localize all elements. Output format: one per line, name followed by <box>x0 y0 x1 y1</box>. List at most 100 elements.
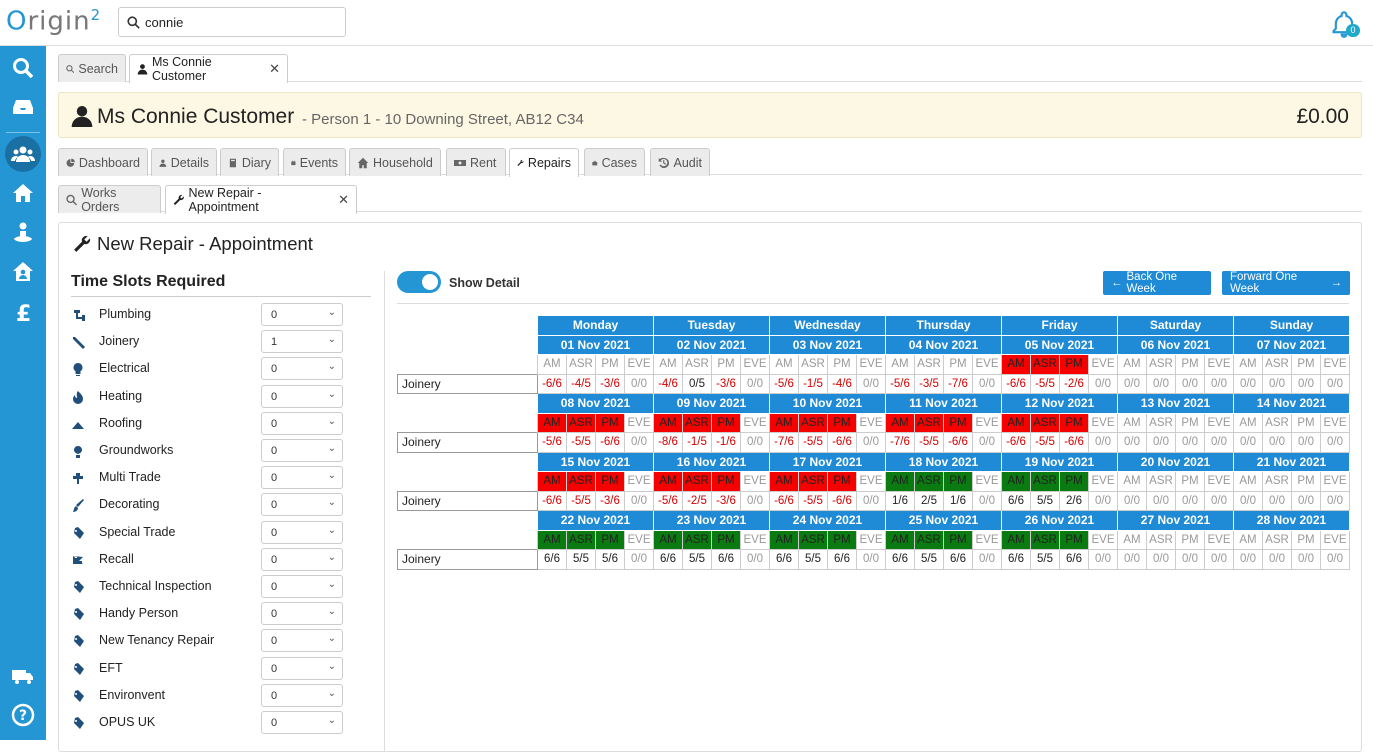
slot-cell[interactable]: PM <box>1059 471 1089 492</box>
slot-cell[interactable]: AM <box>653 354 683 375</box>
slot-cell[interactable]: AM <box>653 412 683 433</box>
slot-cell[interactable]: AM <box>885 529 915 550</box>
slot-count-select[interactable]: 0 ⌄ <box>261 493 343 517</box>
show-detail-toggle[interactable] <box>397 271 441 293</box>
slot-count-select[interactable]: 0 ⌄ <box>261 411 343 435</box>
back-one-week-button[interactable]: ← Back One Week <box>1103 271 1211 295</box>
slot-cell[interactable]: AM <box>1117 529 1147 550</box>
people-icon[interactable] <box>5 136 41 172</box>
slot-cell[interactable]: PM <box>943 471 973 492</box>
slot-count-select[interactable]: 1 ⌄ <box>261 330 343 354</box>
slot-cell[interactable]: AM <box>769 529 799 550</box>
slot-cell[interactable]: ASR <box>914 529 944 550</box>
slot-count-select[interactable]: 0 ⌄ <box>261 520 343 544</box>
slot-cell[interactable]: ASR <box>1262 471 1292 492</box>
slot-cell[interactable]: PM <box>711 529 741 550</box>
tab-dashboard[interactable]: Dashboard <box>58 148 148 176</box>
slot-cell[interactable]: ASR <box>1262 354 1292 375</box>
slot-cell[interactable]: PM <box>943 412 973 433</box>
slot-cell[interactable]: PM <box>943 354 973 375</box>
close-icon[interactable]: ✕ <box>338 192 349 207</box>
tab-events[interactable]: Events <box>283 148 346 176</box>
slot-cell[interactable]: EVE <box>856 354 886 375</box>
slot-cell[interactable]: PM <box>1059 354 1089 375</box>
slot-cell[interactable]: EVE <box>740 354 770 375</box>
shipping-icon[interactable] <box>7 660 39 692</box>
slot-cell[interactable]: EVE <box>972 529 1002 550</box>
slot-cell[interactable]: AM <box>1117 471 1147 492</box>
slot-cell[interactable]: AM <box>1001 471 1031 492</box>
slot-cell[interactable]: ASR <box>682 412 712 433</box>
slot-cell[interactable]: ASR <box>798 354 828 375</box>
home-icon[interactable] <box>7 177 39 209</box>
person-pin-icon[interactable] <box>7 216 39 248</box>
slot-cell[interactable]: PM <box>943 529 973 550</box>
slot-cell[interactable]: EVE <box>624 354 654 375</box>
slot-cell[interactable]: EVE <box>1088 529 1118 550</box>
slot-cell[interactable]: EVE <box>740 412 770 433</box>
slot-cell[interactable]: EVE <box>1320 354 1350 375</box>
slot-cell[interactable]: PM <box>1291 529 1321 550</box>
slot-cell[interactable]: EVE <box>1204 529 1234 550</box>
slot-cell[interactable]: PM <box>1175 412 1205 433</box>
slot-count-select[interactable]: 0 ⌄ <box>261 629 343 653</box>
slot-cell[interactable]: ASR <box>1030 354 1060 375</box>
slot-cell[interactable]: AM <box>1001 354 1031 375</box>
slot-cell[interactable]: PM <box>595 354 625 375</box>
tab-details[interactable]: Details <box>151 148 217 176</box>
slot-cell[interactable]: PM <box>827 412 857 433</box>
slot-cell[interactable]: EVE <box>972 471 1002 492</box>
bell-icon[interactable] <box>1330 10 1358 38</box>
slot-cell[interactable]: AM <box>1233 529 1263 550</box>
slot-cell[interactable]: ASR <box>566 354 596 375</box>
slot-cell[interactable]: PM <box>827 354 857 375</box>
slot-cell[interactable]: AM <box>1001 529 1031 550</box>
slot-cell[interactable]: PM <box>827 529 857 550</box>
slot-cell[interactable]: PM <box>827 471 857 492</box>
tab-works-orders[interactable]: Works Orders <box>58 185 161 214</box>
slot-cell[interactable]: ASR <box>1030 412 1060 433</box>
tab-repairs[interactable]: Repairs <box>509 148 579 177</box>
slot-cell[interactable]: ASR <box>914 471 944 492</box>
tab-new-repair[interactable]: New Repair - Appointment ✕ <box>165 185 357 214</box>
slot-count-select[interactable]: 0 ⌄ <box>261 303 343 326</box>
slot-cell[interactable]: EVE <box>1320 412 1350 433</box>
slot-cell[interactable]: PM <box>1291 354 1321 375</box>
slot-cell[interactable]: ASR <box>1262 529 1292 550</box>
slot-cell[interactable]: EVE <box>972 354 1002 375</box>
slot-cell[interactable]: PM <box>711 471 741 492</box>
slot-cell[interactable]: EVE <box>1088 354 1118 375</box>
slot-cell[interactable]: AM <box>537 529 567 550</box>
slot-count-select[interactable]: 0 ⌄ <box>261 439 343 462</box>
slot-cell[interactable]: PM <box>1059 412 1089 433</box>
slot-cell[interactable]: EVE <box>624 529 654 550</box>
sidebar-search-icon[interactable] <box>7 52 39 84</box>
slot-cell[interactable]: ASR <box>566 471 596 492</box>
slot-count-select[interactable]: 0 ⌄ <box>261 602 343 626</box>
slot-count-select[interactable]: 0 ⌄ <box>261 656 343 680</box>
slot-cell[interactable]: AM <box>537 412 567 433</box>
app-logo[interactable]: Origin2 <box>6 6 102 37</box>
tab-rent[interactable]: Rent <box>446 148 506 176</box>
slot-count-select[interactable]: 0 ⌄ <box>261 711 343 734</box>
slot-cell[interactable]: ASR <box>566 529 596 550</box>
slot-cell[interactable]: AM <box>769 412 799 433</box>
slot-cell[interactable]: PM <box>711 354 741 375</box>
slot-cell[interactable]: ASR <box>1030 471 1060 492</box>
slot-cell[interactable]: ASR <box>798 412 828 433</box>
forward-one-week-button[interactable]: Forward One Week → <box>1222 271 1350 295</box>
slot-cell[interactable]: ASR <box>1262 412 1292 433</box>
global-search[interactable] <box>118 7 346 37</box>
slot-cell[interactable]: PM <box>1291 471 1321 492</box>
slot-cell[interactable]: ASR <box>1146 354 1176 375</box>
slot-cell[interactable]: AM <box>1117 354 1147 375</box>
slot-cell[interactable]: EVE <box>1204 354 1234 375</box>
slot-cell[interactable]: AM <box>769 471 799 492</box>
slot-cell[interactable]: AM <box>1233 412 1263 433</box>
tab-search[interactable]: Search <box>58 54 126 82</box>
slot-count-select[interactable]: 0 ⌄ <box>261 384 343 408</box>
slot-cell[interactable]: ASR <box>1146 471 1176 492</box>
slot-cell[interactable]: ASR <box>1146 412 1176 433</box>
slot-cell[interactable]: EVE <box>856 471 886 492</box>
slot-cell[interactable]: EVE <box>1204 471 1234 492</box>
